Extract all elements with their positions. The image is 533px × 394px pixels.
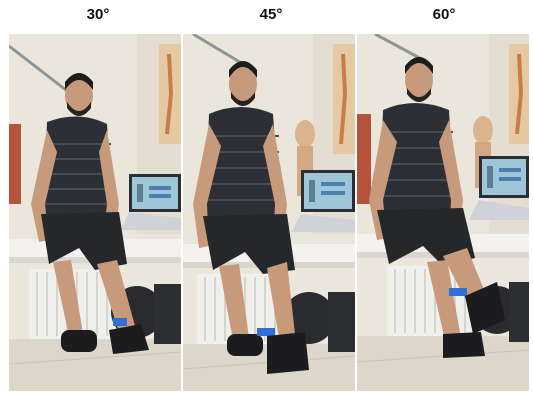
sensor-strap	[449, 288, 467, 296]
photo-panel-45	[183, 34, 355, 391]
angle-label-30: 30°	[86, 6, 110, 23]
laptop	[291, 170, 355, 232]
photo-panel-60	[357, 34, 529, 391]
patient-figure	[369, 57, 505, 358]
sensor-strap	[257, 328, 275, 336]
laptop	[469, 156, 529, 220]
laptop	[121, 174, 181, 230]
photo-panel-30	[9, 34, 181, 391]
anatomy-poster	[357, 114, 371, 204]
patient-figure	[193, 61, 309, 374]
photo-scene-60	[357, 34, 529, 391]
angle-label-45: 45°	[259, 6, 283, 23]
patient-figure	[31, 73, 149, 354]
photo-scene-30	[9, 34, 181, 391]
anatomy-poster	[9, 124, 21, 204]
angle-label-60: 60°	[432, 6, 456, 23]
photo-scene-45	[183, 34, 355, 391]
sensor-strap	[113, 318, 127, 326]
